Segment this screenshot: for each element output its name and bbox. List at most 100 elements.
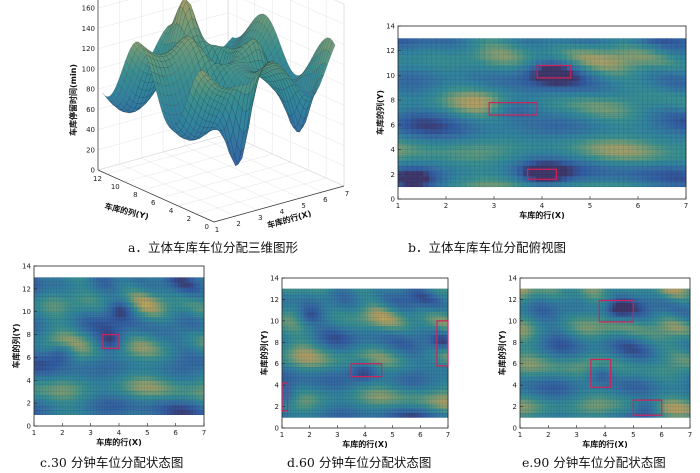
x-tick-label: 6 [636,202,641,210]
y-tick-label: 0 [391,196,395,204]
surface-3d-chart: 1234567024681012020406080100120140160180… [68,0,349,234]
y-tick-label: 4 [275,382,280,390]
y-tick-label: 2 [275,403,279,411]
z-tick-label: 80 [86,86,95,94]
x-axis-label: 车库的行(X) [582,439,627,448]
x-tick-label: 6 [418,431,423,439]
x-tick-label: 1 [280,431,284,439]
x-tick-label: 3 [574,431,578,439]
allocation-box [281,382,289,412]
y-tick-label: 2 [187,215,191,223]
caption-c: c.30 分钟车位分配状态图 [40,455,184,470]
heatmap-cells [34,277,205,415]
x-tick-label: 1 [518,431,522,439]
y-tick-label: 10 [270,317,279,325]
x-tick-label: 4 [117,429,122,437]
y-tick-label: 2 [27,400,31,408]
y-tick-label: 4 [391,146,396,154]
y-tick-label: 6 [151,199,156,207]
x-tick-label: 5 [390,431,394,439]
x-tick-label: 5 [145,429,149,437]
x-tick-label: 7 [345,190,349,198]
y-tick-label: 12 [270,296,279,304]
x-tick-label: 1 [396,202,400,210]
x-axis-label: 车库的行(X) [342,439,387,448]
panel-e: 1 2 3 4 5 6 7 0 2 4 6 8 10 12 14 车库的行(X) 车库的列(Y) [488,268,700,450]
y-axis-label: 车库的列(Y) [104,201,150,222]
y-tick-label: 12 [386,47,395,55]
y-tick-label: 10 [111,183,120,191]
panel-d: 1 2 3 4 5 6 7 0 2 4 6 8 10 12 14 车库的行(X) 车库的列(Y) [250,268,460,450]
x-tick-label: 3 [88,429,92,437]
x-tick-label: 3 [335,431,339,439]
y-tick-label: 8 [275,339,279,347]
y-axis-label: 车库的列(Y) [375,90,385,135]
x-tick-label: 6 [173,429,178,437]
surface-mesh [102,0,336,167]
allocation-box [590,358,612,388]
caption-e: e.90 分钟车位分配状态图 [522,455,666,470]
y-tick-label: 0 [513,425,517,433]
allocation-box [436,320,449,367]
z-tick-label: 140 [82,25,95,33]
mesh-lines [397,38,687,187]
y-axis-label: 车库的列(Y) [11,323,21,368]
heatmap-cells [520,288,691,418]
x-tick-label: 1 [215,226,219,234]
x-tick-label: 2 [236,220,240,228]
x-tick-label: 4 [603,431,608,439]
y-tick-label: 8 [513,339,517,347]
axes-lines [97,0,345,223]
z-axis-label: 车库停留时间(min) [68,64,78,136]
x-tick-label: 4 [540,202,545,210]
y-axis-label: 车库的列(Y) [497,330,507,375]
y-tick-label: 14 [386,23,395,31]
y-tick-label: 10 [508,317,517,325]
panel-c: 1 2 3 4 5 6 7 0 2 4 6 8 10 12 14 车库的行(X) 车库的列(Y) [0,258,218,448]
x-tick-label: 7 [688,431,692,439]
z-tick-label: 0 [91,167,95,175]
x-tick-label: 5 [631,431,635,439]
y-tick-label: 6 [275,360,280,368]
y-tick-label: 4 [169,207,174,215]
caption-b: b．立体车库车位分配俯视图 [408,240,567,255]
allocation-box [598,299,634,323]
x-axis-label: 车库的行(X) [96,437,141,447]
x-tick-label: 5 [588,202,592,210]
allocation-box [101,333,120,349]
x-tick-label: 6 [659,431,664,439]
x-axis-label: 车库的行(X) [519,210,564,220]
allocation-box [632,399,663,416]
y-tick-label: 4 [513,382,518,390]
y-tick-label: 12 [508,296,517,304]
x-tick-label: 7 [684,202,688,210]
y-tick-label: 0 [27,423,31,431]
x-tick-label: 1 [32,429,36,437]
z-tick-label: 40 [86,126,95,134]
mesh-lines [33,277,205,415]
z-tick-label: 60 [86,106,95,114]
panel-a: 1234567024681012020406080100120140160180… [0,0,360,262]
y-axis-label: 车库的列(Y) [259,330,269,375]
allocation-box [488,102,538,116]
y-tick-label: 8 [391,97,395,105]
y-tick-label: 0 [205,223,209,231]
z-tick-label: 160 [82,5,95,13]
y-tick-label: 12 [93,175,102,183]
x-tick-label: 6 [323,196,328,204]
y-tick-label: 6 [27,354,32,362]
y-tick-label: 10 [22,308,31,316]
x-tick-label: 2 [60,429,64,437]
heatmap-cells [282,288,449,418]
x-tick-label: 5 [301,202,305,210]
x-axis-label: 车库的行(X) [266,208,312,230]
panel-b: 1 2 3 4 5 6 7 0 2 4 6 8 10 12 14 车库的行(X) 车库的列(Y) [360,0,700,262]
allocation-box [536,64,572,79]
y-tick-label: 0 [275,425,279,433]
y-tick-label: 12 [22,285,31,293]
y-tick-label: 6 [391,121,396,129]
